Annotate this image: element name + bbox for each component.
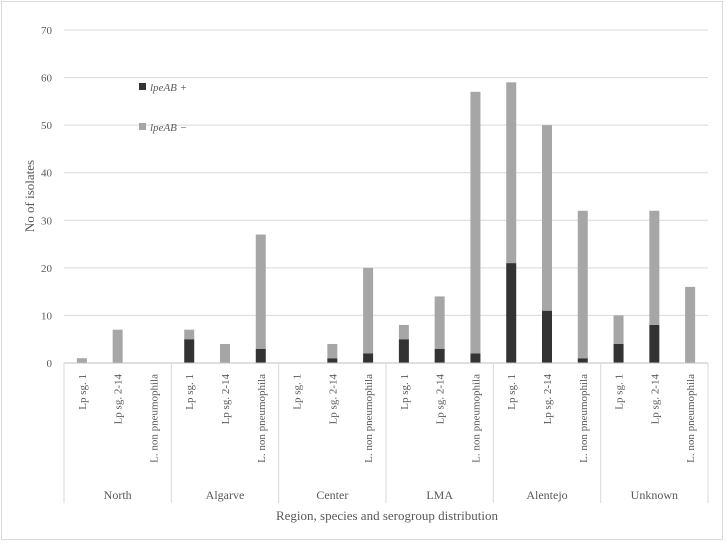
bar-segment-lpeab-positive (542, 310, 552, 363)
bar-segment-lpeab-positive (398, 339, 409, 363)
x-tick-label: L. non pneumophila (256, 374, 268, 463)
x-tick-label: Lp sg. 1 (184, 374, 196, 410)
bar-segment-lpeab-negative (76, 358, 87, 363)
x-axis-title: Region, species and serogroup distributi… (276, 508, 499, 523)
group-label: LMA (426, 488, 453, 502)
bar-segment-lpeab-positive (470, 353, 481, 363)
bar-segment-lpeab-negative (613, 315, 624, 344)
bar-segment-lpeab-negative (577, 210, 588, 359)
x-tick-label: Lp sg. 2-14 (649, 374, 661, 425)
x-tick-label: L. non pneumophila (578, 374, 590, 463)
bar-segment-lpeab-negative (434, 296, 445, 349)
legend-swatch-lpeab-positive (139, 83, 146, 90)
bar-segment-lpeab-positive (255, 348, 266, 363)
x-tick-label: Lp sg. 1 (614, 374, 626, 410)
y-tick-label: 60 (41, 73, 53, 85)
bar-segment-lpeab-negative (327, 343, 338, 359)
bar-segment-lpeab-negative (542, 125, 552, 311)
bar-segment-lpeab-positive (363, 353, 374, 363)
x-tick-label: Lp sg. 1 (77, 374, 89, 410)
x-tick-label: Lp sg. 2-14 (327, 374, 339, 425)
bar-segment-lpeab-negative (685, 286, 696, 363)
group-label: Alentejo (526, 488, 567, 502)
bar-segment-lpeab-negative (398, 324, 409, 340)
legend-label-lpeab-negative: lpeAB − (150, 122, 187, 134)
group-label: Algarve (206, 488, 245, 502)
bar-segment-lpeab-negative (184, 329, 195, 340)
x-tick-label: Lp sg. 2-14 (435, 374, 447, 425)
bar-segment-lpeab-negative (649, 210, 660, 325)
y-tick-label: 30 (41, 215, 53, 227)
bar-segment-lpeab-positive (577, 358, 588, 363)
bar-segment-lpeab-negative (220, 343, 230, 363)
bar-segment-lpeab-negative (470, 91, 481, 354)
y-tick-label: 40 (41, 168, 53, 180)
x-tick-label: L. non pneumophila (685, 374, 697, 463)
x-tick-label: L. non pneumophila (363, 374, 375, 463)
group-label: North (104, 488, 132, 502)
x-tick-label: Lp sg. 1 (399, 374, 411, 410)
y-tick-label: 70 (41, 25, 53, 37)
bar-segment-lpeab-negative (255, 234, 266, 349)
bar-segment-lpeab-positive (184, 339, 195, 363)
x-tick-label: L. non pneumophila (470, 374, 482, 463)
x-tick-label: Lp sg. 2-14 (542, 374, 554, 425)
legend-swatch-lpeab-negative (139, 123, 146, 130)
x-tick-label: Lp sg. 1 (506, 374, 518, 410)
y-tick-label: 50 (41, 120, 53, 132)
bar-segment-lpeab-negative (112, 329, 123, 363)
x-tick-label: Lp sg. 2-14 (113, 374, 125, 425)
x-tick-label: Lp sg. 2-14 (220, 374, 232, 425)
group-label: Center (316, 488, 348, 502)
bar-segment-lpeab-positive (613, 343, 624, 363)
x-tick-label: L. non pneumophila (148, 374, 160, 463)
y-tick-label: 10 (41, 310, 53, 322)
y-tick-label: 0 (47, 358, 53, 370)
y-axis-title: No of isolates (22, 160, 37, 232)
bar-segment-lpeab-positive (327, 358, 338, 363)
bar-segment-lpeab-positive (506, 263, 517, 363)
bar-segment-lpeab-positive (434, 348, 445, 363)
bar-segment-lpeab-positive (649, 324, 660, 363)
legend-label-lpeab-positive: lpeAB + (150, 82, 187, 94)
group-label: Unknown (631, 488, 678, 502)
bar-segment-lpeab-negative (506, 82, 517, 264)
x-tick-label: Lp sg. 1 (292, 374, 304, 410)
bar-segment-lpeab-negative (363, 267, 374, 354)
y-tick-label: 20 (41, 263, 53, 275)
